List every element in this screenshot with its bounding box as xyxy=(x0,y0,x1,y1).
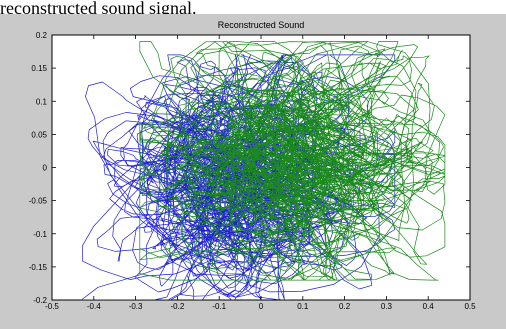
y-tick-label: 0.05 xyxy=(31,130,47,139)
figure-caption: reconstructed sound signal. xyxy=(0,0,197,16)
x-tick-label: 0.4 xyxy=(423,302,435,311)
x-tick-label: -0.2 xyxy=(171,302,185,311)
y-tick-label: -0.15 xyxy=(29,263,48,272)
x-tick-label: -0.1 xyxy=(212,302,226,311)
x-tick-label: 0.2 xyxy=(339,302,351,311)
series-layer xyxy=(80,41,446,300)
series-line-2 xyxy=(139,41,446,281)
axes-layer: -0.5 -0.4 -0.3 -0.2 -0.1 0 0.1 0.2 0.3 0.4 0.5 0.2 0… xyxy=(29,31,476,311)
y-tick-label: -0.1 xyxy=(33,230,47,239)
y-tick-label: 0.15 xyxy=(31,64,47,73)
x-tick-label: 0 xyxy=(259,302,264,311)
y-tick-label: -0.05 xyxy=(29,197,48,206)
y-tick-label: 0 xyxy=(43,164,48,173)
y-tick-label: 0.2 xyxy=(36,31,48,40)
x-tick-label: 0.3 xyxy=(381,302,393,311)
x-tick-label: 0.1 xyxy=(297,302,309,311)
y-tick-label: -0.2 xyxy=(33,296,47,305)
chart-title: Reconstructed Sound xyxy=(218,20,305,30)
x-tick-label: -0.3 xyxy=(129,302,143,311)
x-tick-label: -0.4 xyxy=(87,302,101,311)
x-tick-label: -0.5 xyxy=(45,302,59,311)
y-tick-label: 0.1 xyxy=(36,97,48,106)
x-tick-label: 0.5 xyxy=(464,302,476,311)
